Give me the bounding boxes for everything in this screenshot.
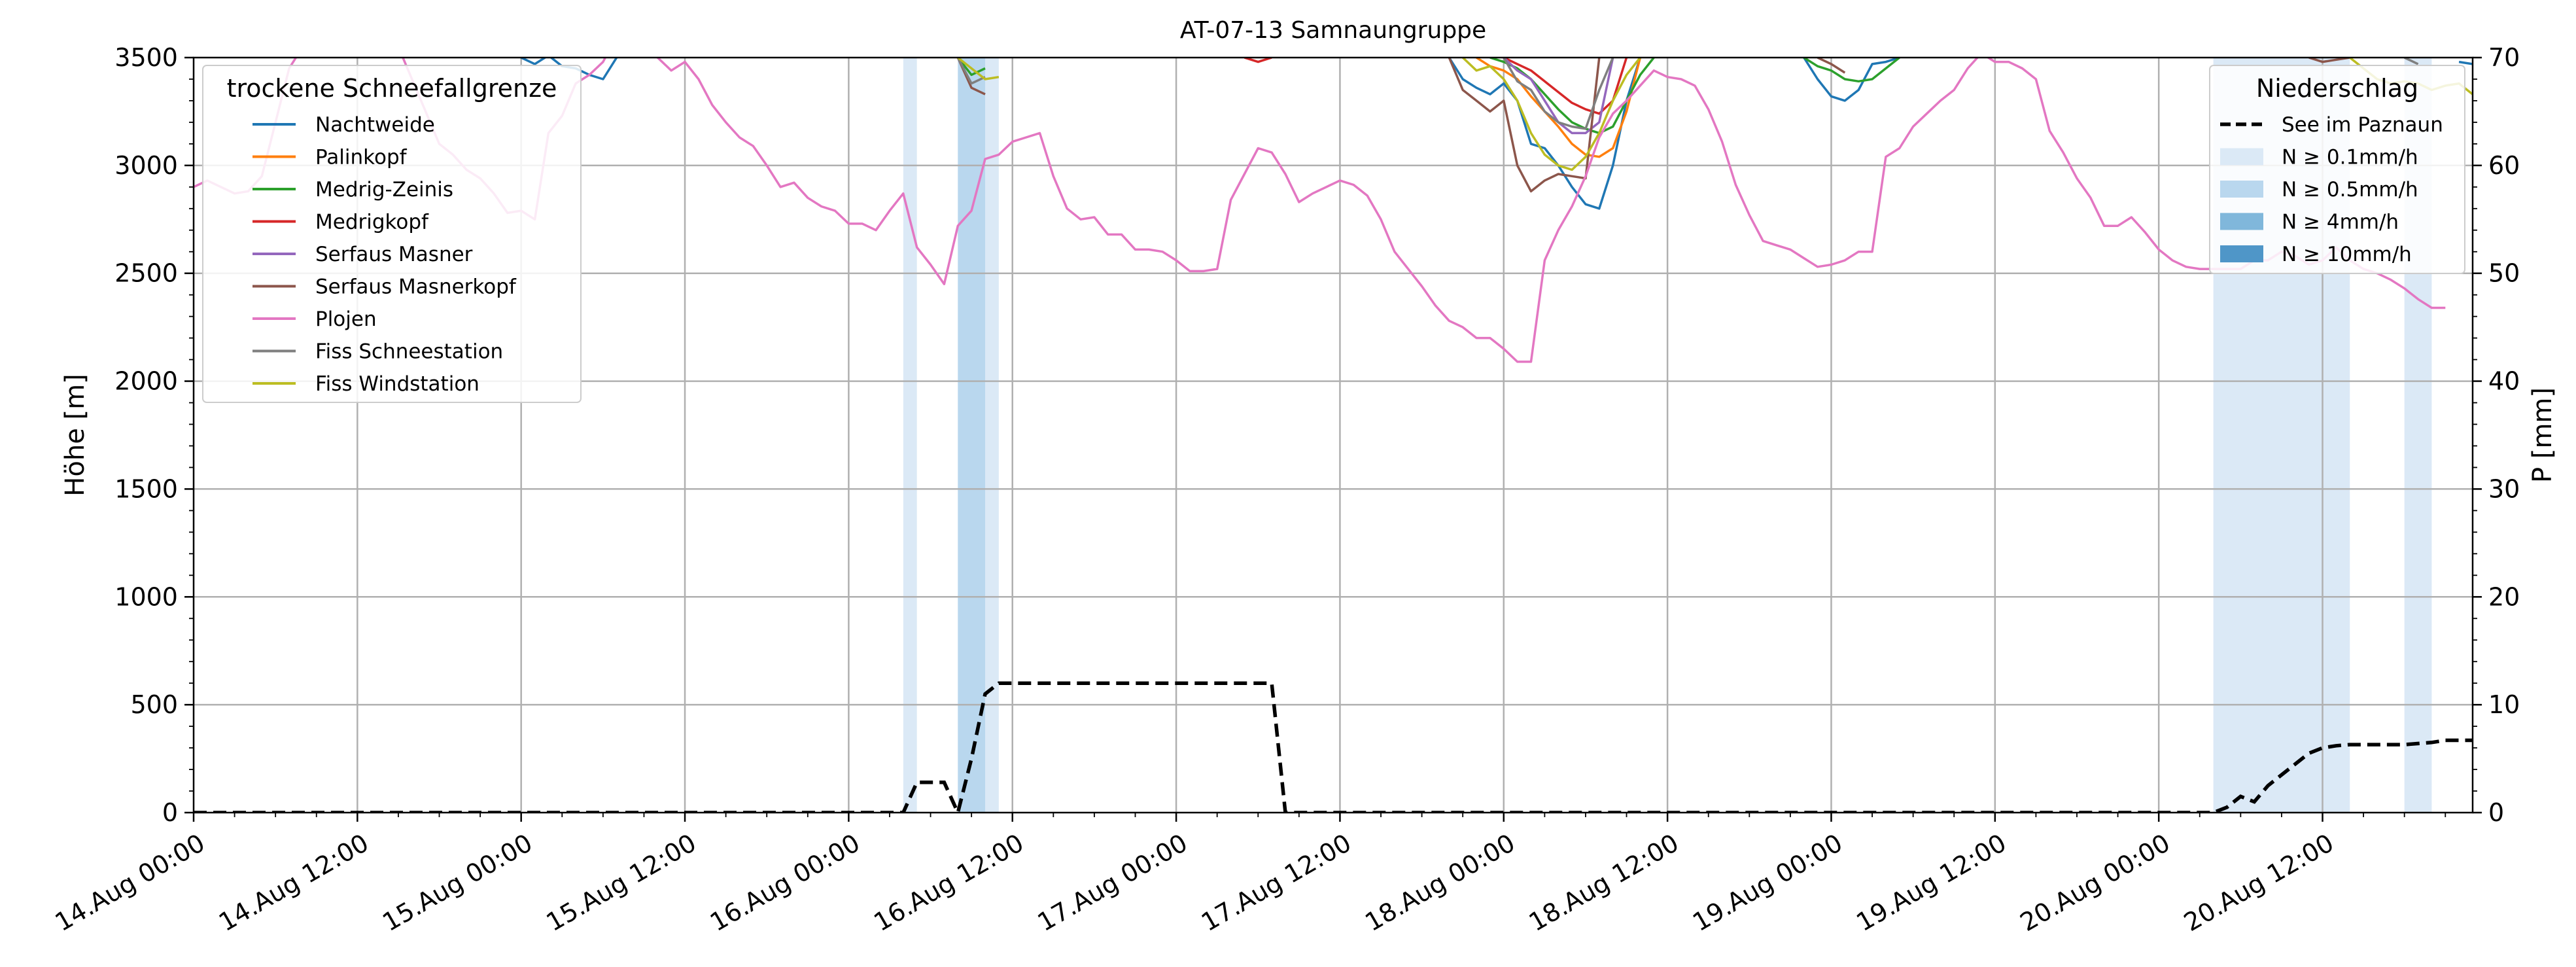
legend-entry-6: Plojen xyxy=(315,308,377,331)
legend-precip-entry-0: See im Paznaun xyxy=(2282,113,2443,137)
y2tick-label-4: 40 xyxy=(2488,367,2520,396)
series-line-nachtweide-1 xyxy=(1448,58,1642,210)
legend-entry-4: Serfaus Masner xyxy=(315,243,473,266)
y2tick-label-5: 50 xyxy=(2488,259,2520,288)
ytick-label-5: 2500 xyxy=(114,259,178,288)
xtick-label-12: 20.Aug 00:00 xyxy=(2015,828,2175,937)
chart-title: AT-07-13 Samnaungruppe xyxy=(1180,17,1486,44)
y2tick-label-3: 30 xyxy=(2488,474,2520,503)
xtick-label-0: 14.Aug 00:00 xyxy=(50,828,210,937)
legend-entry-2: Medrig-Zeinis xyxy=(315,178,453,202)
ytick-label-2: 1000 xyxy=(114,582,178,611)
xtick-label-4: 16.Aug 00:00 xyxy=(705,828,865,937)
y2-axis-label: P [mm] xyxy=(2528,387,2558,483)
legend-precipitation-title: Niederschlag xyxy=(2256,74,2418,103)
ytick-label-4: 2000 xyxy=(114,367,178,396)
series-line-serfaus-masnerkopf-0 xyxy=(1448,58,1601,193)
legend-precip-swatch-1 xyxy=(2220,148,2263,166)
series-line-fiss-windstation-1 xyxy=(1461,58,1641,171)
xtick-label-8: 18.Aug 00:00 xyxy=(1360,828,1520,937)
legend-entry-3: Medrigkopf xyxy=(315,211,429,234)
ytick-label-0: 0 xyxy=(162,798,178,827)
series-line-fiss-windstation-0 xyxy=(957,58,1000,80)
series-line-palinkopf-0 xyxy=(1476,58,1642,158)
precip-band-2 xyxy=(985,58,999,813)
legend-entry-8: Fiss Windstation xyxy=(315,372,479,396)
series-line-fiss-schneestation-1 xyxy=(1503,58,1614,130)
legend-precip-entry-2: N ≥ 0.5mm/h xyxy=(2282,178,2418,202)
xtick-label-6: 17.Aug 00:00 xyxy=(1033,828,1192,937)
legend-entry-1: Palinkopf xyxy=(315,146,408,169)
ytick-label-1: 500 xyxy=(130,690,178,719)
legend-precip-entry-3: N ≥ 4mm/h xyxy=(2282,211,2399,234)
legend-precip-swatch-2 xyxy=(2220,181,2263,198)
xtick-label-11: 19.Aug 12:00 xyxy=(1851,828,2011,937)
precip-band-0 xyxy=(903,58,917,813)
precip-band-1 xyxy=(958,58,986,813)
series-line-medrigkopf-1 xyxy=(1503,58,1628,115)
series-line-nachtweide-2 xyxy=(1803,58,1900,102)
legend-precip-entry-4: N ≥ 10mm/h xyxy=(2282,243,2412,266)
series-line-nachtweide-3 xyxy=(2458,60,2473,65)
legend-precip-swatch-3 xyxy=(2220,213,2263,230)
series-line-serfaus-masnerkopf-3 xyxy=(2308,58,2350,63)
legend-entry-0: Nachtweide xyxy=(315,113,435,137)
xtick-label-2: 15.Aug 00:00 xyxy=(377,828,537,937)
ytick-label-6: 3000 xyxy=(114,151,178,180)
y2tick-label-6: 60 xyxy=(2488,151,2520,180)
plot-frame xyxy=(192,56,2474,814)
legend-entry-5: Serfaus Masnerkopf xyxy=(315,275,517,299)
legend-snowline-title: trockene Schneefallgrenze xyxy=(227,74,557,103)
legend-precipitation: Niederschlag See im Paznaun N ≥ 0.1mm/h N … xyxy=(2209,65,2465,274)
y2tick-label-0: 0 xyxy=(2488,798,2504,827)
series-line-medrig-zeinis-0 xyxy=(956,58,986,77)
series-line-serfaus-masnerkopf-2 xyxy=(1817,58,1846,74)
y2tick-label-2: 20 xyxy=(2488,582,2520,611)
ytick-label-7: 3500 xyxy=(114,43,178,72)
precipitation-series xyxy=(194,681,2473,813)
series-line-fiss-schneestation-0 xyxy=(956,58,986,85)
y2tick-label-7: 70 xyxy=(2488,43,2520,72)
legend-entry-7: Fiss Schneestation xyxy=(315,340,503,364)
xtick-label-7: 17.Aug 12:00 xyxy=(1196,828,1356,937)
xtick-label-1: 14.Aug 12:00 xyxy=(214,828,374,937)
xtick-label-9: 18.Aug 12:00 xyxy=(1524,828,1684,937)
xtick-label-10: 19.Aug 00:00 xyxy=(1688,828,1847,937)
xtick-label-3: 15.Aug 12:00 xyxy=(542,828,701,937)
legend-precip-entry-1: N ≥ 0.1mm/h xyxy=(2282,146,2418,169)
legend-snowline: trockene Schneefallgrenze Nachtweide Pali… xyxy=(202,65,582,403)
y-axis-label: Höhe [m] xyxy=(60,374,90,496)
precip-line xyxy=(194,681,2473,813)
series-line-medrigkopf-0 xyxy=(1244,58,1272,63)
y2tick-label-1: 10 xyxy=(2488,690,2520,719)
legend-precip-swatch-4 xyxy=(2220,245,2263,262)
xtick-label-5: 16.Aug 12:00 xyxy=(869,828,1028,937)
series-line-fiss-schneestation-2 xyxy=(2403,58,2419,65)
xtick-label-13: 20.Aug 12:00 xyxy=(2179,828,2339,937)
ytick-label-3: 1500 xyxy=(114,474,178,503)
series-line-medrig-zeinis-2 xyxy=(1803,58,1900,83)
